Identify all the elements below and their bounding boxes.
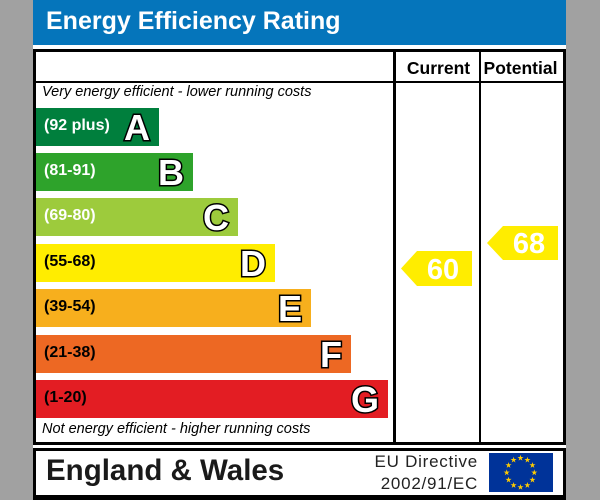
svg-text:F: F xyxy=(320,335,342,371)
svg-text:E: E xyxy=(278,289,302,325)
svg-text:D: D xyxy=(240,244,266,280)
svg-text:68: 68 xyxy=(513,228,545,260)
svg-text:B: B xyxy=(158,153,184,189)
svg-text:A: A xyxy=(124,108,150,144)
svg-text:G: G xyxy=(351,380,379,416)
svg-text:C: C xyxy=(203,198,229,234)
svg-text:60: 60 xyxy=(427,254,459,286)
